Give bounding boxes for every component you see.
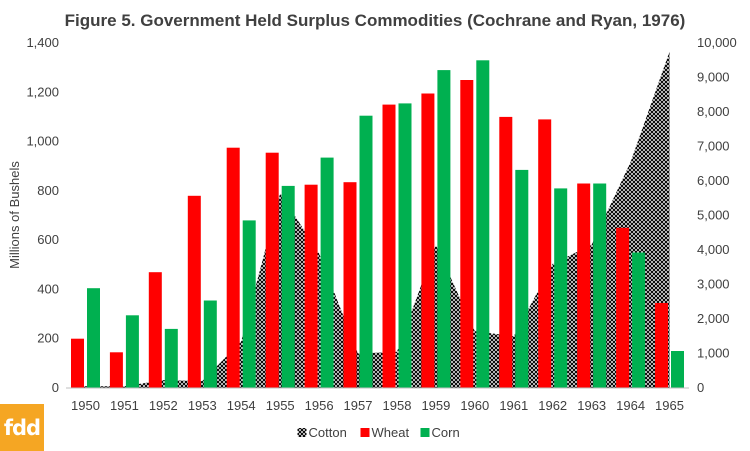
- cotton-area-layer: [66, 51, 670, 388]
- wheat-bar-1958: [382, 104, 396, 388]
- wheat-legend-label: Wheat: [372, 425, 410, 440]
- fdd-logo: fdd: [0, 404, 44, 451]
- y-right-tick-label: 2,000: [697, 311, 730, 326]
- legend: Cotton Wheat Corn: [297, 425, 460, 440]
- x-tick-label: 1954: [227, 398, 256, 413]
- wheat-bar-1965: [655, 303, 668, 388]
- wheat-bar-1957: [343, 182, 357, 388]
- y-right-tick-label: 4,000: [697, 242, 730, 257]
- x-tick-label: 1955: [266, 398, 295, 413]
- wheat-bar-1951: [109, 352, 123, 388]
- fdd-logo-text: fdd: [3, 415, 41, 440]
- x-tick-label: 1951: [110, 398, 139, 413]
- y-tick-label: 1,000: [26, 134, 59, 149]
- x-tick-label: 1953: [188, 398, 217, 413]
- bars-layer: [71, 60, 684, 389]
- wheat-bar-1955: [265, 152, 279, 388]
- cotton-legend-label: Cotton: [309, 425, 347, 440]
- x-tick-label: 1960: [460, 398, 489, 413]
- y-right-tick-label: 5,000: [697, 208, 730, 223]
- y-tick-label: 1,400: [26, 35, 59, 50]
- corn-bar-1955: [281, 185, 295, 388]
- chart-title: Figure 5. Government Held Surplus Commod…: [65, 11, 686, 30]
- y-right-tick-label: 3,000: [697, 277, 730, 292]
- corn-bar-1965: [671, 351, 684, 388]
- x-tick-label: 1956: [305, 398, 334, 413]
- cotton-area: [66, 51, 670, 388]
- x-tick-label: 1959: [421, 398, 450, 413]
- corn-bar-1962: [554, 188, 568, 388]
- corn-bar-1952: [164, 328, 178, 388]
- axes-layer: 0 200 400 600 800 1,000 1,200 1,400 0 1,000 2,000 3…: [26, 35, 736, 413]
- wheat-bar-1953: [187, 195, 201, 388]
- y-tick-label: 400: [37, 281, 59, 296]
- x-tick-label: 1958: [383, 398, 412, 413]
- corn-bar-1960: [476, 60, 490, 389]
- corn-bar-1964: [632, 252, 646, 388]
- y-right-tick-label: 1,000: [697, 346, 730, 361]
- x-tick-label: 1950: [71, 398, 100, 413]
- corn-legend-swatch: [420, 428, 430, 437]
- corn-bar-1961: [515, 169, 529, 388]
- y-right-tick-label: 8,000: [697, 104, 730, 119]
- x-tick-label: 1965: [655, 398, 684, 413]
- wheat-bar-1960: [460, 80, 474, 388]
- wheat-bar-1956: [304, 184, 318, 388]
- corn-bar-1959: [437, 70, 451, 388]
- y-tick-label: 600: [37, 232, 59, 247]
- corn-bar-1958: [398, 103, 412, 389]
- wheat-bar-1963: [577, 183, 591, 388]
- corn-bar-1954: [242, 220, 256, 388]
- cotton-legend-swatch: [297, 428, 307, 437]
- wheat-bar-1952: [148, 272, 162, 388]
- corn-legend-label: Corn: [432, 425, 460, 440]
- corn-bar-1957: [359, 115, 373, 388]
- wheat-bar-1961: [499, 116, 513, 389]
- x-tick-label: 1963: [577, 398, 606, 413]
- y-right-tick-label: 9,000: [697, 70, 730, 85]
- y-tick-label: 1,200: [26, 84, 59, 99]
- wheat-bar-1959: [421, 93, 435, 388]
- x-tick-label: 1957: [344, 398, 373, 413]
- wheat-bar-1964: [616, 227, 630, 388]
- corn-bar-1953: [203, 300, 217, 388]
- y-tick-label: 200: [37, 331, 59, 346]
- y-right-tick-label: 10,000: [697, 35, 737, 50]
- y-tick-label: 0: [52, 380, 59, 395]
- y-right-tick-label: 0: [697, 380, 704, 395]
- corn-bar-1950: [87, 288, 100, 388]
- wheat-bar-1954: [226, 147, 240, 388]
- wheat-bar-1950: [71, 338, 84, 388]
- y-right-tick-label: 6,000: [697, 173, 730, 188]
- y-right-tick-label: 7,000: [697, 139, 730, 154]
- x-tick-label: 1962: [538, 398, 567, 413]
- x-tick-label: 1961: [499, 398, 528, 413]
- wheat-bar-1962: [538, 119, 552, 389]
- wheat-legend-swatch: [360, 428, 370, 437]
- x-tick-label: 1952: [149, 398, 178, 413]
- corn-bar-1956: [320, 157, 334, 388]
- y-axis-title: Millions of Bushels: [7, 161, 22, 269]
- corn-bar-1951: [125, 315, 139, 388]
- corn-bar-1963: [593, 183, 607, 388]
- y-tick-label: 800: [37, 183, 59, 198]
- x-tick-label: 1964: [616, 398, 645, 413]
